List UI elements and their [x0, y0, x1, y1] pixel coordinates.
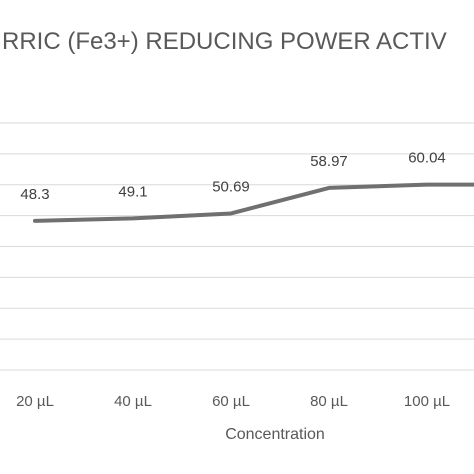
series-group	[33, 182, 474, 223]
x-tick-label: 40 µL	[114, 393, 152, 410]
x-tick-label: 60 µL	[212, 393, 250, 410]
data-label: 50.69	[212, 178, 250, 195]
x-tick-label: 100 µL	[404, 393, 450, 410]
gridlines	[0, 122, 474, 371]
x-axis-tick-labels: 20 µL 40 µL 60 µL 80 µL 100 µL	[16, 393, 450, 410]
x-axis-title: Concentration	[225, 426, 325, 443]
x-tick-label: 80 µL	[310, 393, 348, 410]
data-label: 60.04	[408, 150, 446, 167]
chart-title: RRIC (Fe3+) REDUCING POWER ACTIV	[2, 28, 447, 55]
data-labels: 48.3 49.1 50.69 58.97 60.04	[20, 150, 445, 203]
x-tick-label: 20 µL	[16, 393, 54, 410]
data-label: 58.97	[310, 153, 348, 170]
series-line	[33, 182, 474, 223]
data-label: 49.1	[118, 183, 147, 200]
data-label: 48.3	[20, 186, 49, 203]
